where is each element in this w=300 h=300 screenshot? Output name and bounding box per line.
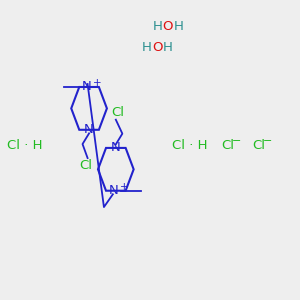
Text: +: + xyxy=(119,182,128,192)
Text: Cl: Cl xyxy=(221,139,234,152)
Text: O: O xyxy=(152,41,163,54)
Text: H: H xyxy=(173,20,183,33)
Text: Cl: Cl xyxy=(80,159,93,172)
Text: +: + xyxy=(93,78,101,88)
Text: N: N xyxy=(84,123,94,136)
Text: H: H xyxy=(152,20,162,33)
Text: −: − xyxy=(263,136,272,146)
Text: N: N xyxy=(111,141,121,154)
Text: N: N xyxy=(109,184,118,197)
Text: Cl: Cl xyxy=(253,139,266,152)
Text: H: H xyxy=(142,41,152,54)
Text: Cl · H: Cl · H xyxy=(7,139,43,152)
Text: N: N xyxy=(82,80,92,94)
Text: O: O xyxy=(163,20,173,33)
Text: Cl: Cl xyxy=(111,106,124,119)
Text: −: − xyxy=(232,136,241,146)
Text: H: H xyxy=(163,41,173,54)
Text: Cl · H: Cl · H xyxy=(172,139,208,152)
